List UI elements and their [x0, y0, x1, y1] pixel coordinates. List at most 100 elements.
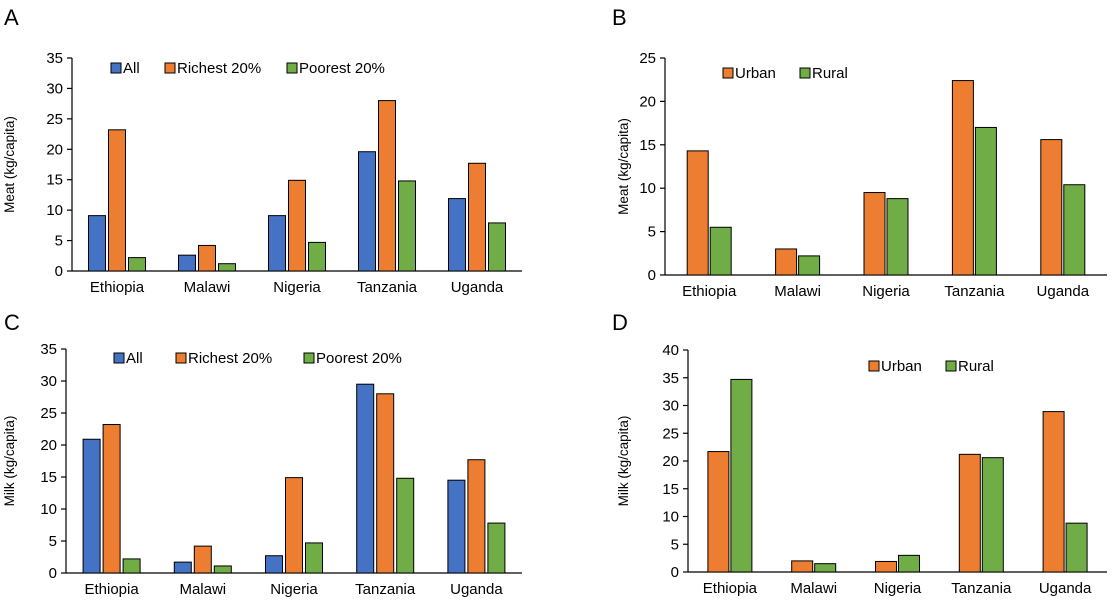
x-tick-label: Uganda: [1039, 580, 1092, 597]
y-tick-label: 20: [40, 437, 57, 454]
bar-malawi-2: [218, 263, 236, 272]
legend-swatch: [868, 360, 880, 372]
legend-label: Poorest 20%: [299, 60, 385, 77]
panel-label: C: [4, 310, 20, 335]
y-tick-label: 0: [648, 267, 656, 284]
bar-nigeria-2: [305, 542, 323, 574]
bar-tanzania-1: [981, 457, 1004, 573]
bar-nigeria-1: [288, 179, 306, 272]
y-tick-label: 15: [40, 469, 57, 486]
y-tick-label: 35: [662, 370, 679, 387]
x-tick-label: Uganda: [450, 581, 503, 598]
bar-nigeria-1: [886, 198, 909, 276]
panel-a: A 0 5 10 15 20 25 30 35 Meat (kg/capita) Ethiopia M…: [2, 5, 522, 296]
bar-nigeria-1: [898, 554, 920, 573]
legend-swatch: [945, 360, 957, 372]
panel-c: C 0 5 10 15 20 25 30 35 Milk (kg/capita) Ethiopia M…: [2, 310, 522, 598]
y-tick-label: 5: [49, 533, 57, 550]
y-tick-label: 10: [40, 501, 57, 518]
x-tick-label: Ethiopia: [84, 581, 139, 598]
legend-label: Richest 20%: [188, 350, 272, 367]
y-tick-label: 10: [639, 180, 656, 197]
legend-swatch: [286, 62, 298, 74]
y-tick-label: 30: [40, 373, 57, 390]
x-tick-label: Malawi: [184, 279, 231, 296]
y-tick-label: 15: [662, 481, 679, 498]
y-axis-label: Meat (kg/capita): [2, 116, 17, 213]
bar-tanzania-0: [951, 80, 974, 276]
x-tick-label: Ethiopia: [90, 279, 145, 296]
legend-label: Rural: [812, 65, 848, 82]
panel-label: A: [4, 5, 19, 30]
legend-label: Poorest 20%: [316, 350, 402, 367]
bar-ethiopia-0: [707, 451, 730, 573]
panel-label: D: [612, 310, 628, 335]
y-tick-label: 0: [49, 565, 57, 582]
y-tick-label: 25: [662, 425, 679, 442]
bar-uganda-0: [1042, 411, 1065, 573]
legend-swatch: [110, 62, 122, 74]
bar-malawi-0: [775, 248, 798, 276]
bar-uganda-0: [447, 479, 466, 574]
y-tick-label: 30: [662, 398, 679, 415]
y-tick-label: 15: [639, 137, 656, 154]
bar-ethiopia-0: [82, 438, 101, 574]
y-tick-label: 40: [662, 342, 679, 359]
y-tick-label: 20: [639, 93, 656, 110]
bar-ethiopia-1: [709, 226, 732, 276]
x-tick-label: Ethiopia: [703, 580, 758, 597]
x-tick-label: Malawi: [179, 581, 226, 598]
bar-malawi-0: [178, 254, 196, 272]
x-tick-label: Nigeria: [273, 279, 321, 296]
x-tick-label: Malawi: [790, 580, 837, 597]
bar-tanzania-1: [376, 393, 395, 574]
legend-swatch: [722, 67, 734, 79]
y-axis-label: Meat (kg/capita): [616, 118, 631, 215]
bar-malawi-2: [213, 565, 232, 574]
y-tick-label: 35: [46, 50, 63, 67]
y-tick-label: 25: [639, 50, 656, 67]
y-tick-label: 5: [55, 233, 63, 250]
x-tick-label: Uganda: [451, 279, 504, 296]
legend-swatch: [164, 62, 176, 74]
legend-label: Urban: [735, 65, 776, 82]
bar-uganda-1: [468, 162, 486, 272]
legend-swatch: [113, 352, 125, 364]
bar-ethiopia-0: [686, 150, 709, 276]
y-tick-label: 15: [46, 172, 63, 189]
bar-nigeria-0: [265, 555, 283, 574]
legend-swatch: [799, 67, 811, 79]
bar-tanzania-0: [958, 453, 981, 573]
bar-uganda-1: [1065, 522, 1088, 573]
y-tick-label: 20: [662, 453, 679, 470]
x-tick-label: Uganda: [1037, 283, 1090, 300]
bar-tanzania-0: [358, 151, 376, 272]
bar-uganda-2: [487, 522, 506, 574]
legend-swatch: [303, 352, 315, 364]
bar-ethiopia-2: [122, 558, 141, 574]
y-tick-label: 10: [662, 509, 679, 526]
y-tick-label: 5: [648, 224, 656, 241]
bar-uganda-1: [467, 459, 486, 574]
y-tick-label: 0: [55, 263, 63, 280]
y-tick-label: 5: [671, 536, 679, 553]
legend-label: All: [126, 350, 143, 367]
bar-tanzania-1: [378, 100, 396, 272]
y-tick-label: 20: [46, 141, 63, 158]
legend-label: Urban: [881, 358, 922, 375]
bar-uganda-1: [1063, 184, 1086, 276]
bar-ethiopia-0: [88, 215, 106, 272]
legend-label: Rural: [958, 358, 994, 375]
bar-ethiopia-1: [730, 378, 753, 573]
y-tick-label: 30: [46, 80, 63, 97]
bar-malawi-0: [173, 561, 192, 574]
bar-nigeria-0: [875, 560, 897, 573]
bar-tanzania-0: [356, 383, 375, 574]
bar-tanzania-2: [398, 180, 416, 272]
x-tick-label: Tanzania: [357, 279, 418, 296]
y-tick-label: 25: [46, 111, 63, 128]
bar-malawi-1: [798, 255, 821, 276]
y-tick-label: 25: [40, 405, 57, 422]
bar-nigeria-1: [285, 477, 303, 574]
